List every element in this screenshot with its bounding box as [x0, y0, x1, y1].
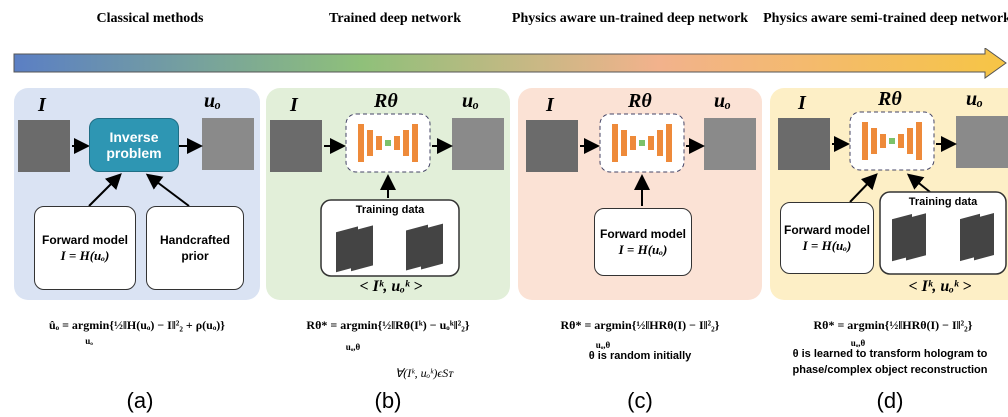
output-symbol: uₒ — [462, 90, 479, 113]
header: Physics aware semi-trained deep network — [762, 10, 1008, 27]
formula-subscript: uₒ — [0, 336, 214, 346]
network-symbol: Rθ — [374, 90, 398, 113]
network-symbol: Rθ — [878, 88, 902, 111]
training-label: Training data — [321, 204, 459, 216]
formula: ûₒ = argmin{½‖H(uₒ) − I‖²₂ + ρ(uₒ)} — [12, 318, 262, 333]
header: Trained deep network — [270, 10, 520, 27]
formula: Rθ* = argmin{½‖Rθ(Iᵏ) − uₒᵏ‖²₂} — [263, 318, 513, 333]
prior-box: Handcrafted prior — [146, 206, 244, 290]
panel-label: (a) — [100, 388, 180, 414]
equation: I = H(uₒ) — [619, 242, 668, 258]
header: Physics aware un-trained deep network — [505, 10, 755, 27]
equation: I = H(uₒ) — [61, 248, 110, 264]
formula-subscript: uₒ,θ — [228, 342, 478, 352]
panel-label: (d) — [850, 388, 930, 414]
panel-label: (c) — [600, 388, 680, 414]
panel-label: (b) — [348, 388, 428, 414]
training-pair: < Iᵏ, uₒᵏ > — [870, 278, 1008, 296]
inverse-box: Inverse problem — [89, 118, 179, 172]
box-title: Forward model — [42, 232, 128, 248]
input-symbol: I — [290, 94, 298, 117]
formula: Rθ* = argmin{½‖HRθ(I) − I‖²₂} — [768, 318, 1008, 333]
box-title: Forward model — [784, 222, 870, 238]
network-symbol: Rθ — [628, 90, 652, 113]
note: θ is learned to transform hologram to ph… — [770, 346, 1008, 378]
header: Classical methods — [25, 10, 275, 27]
equation: I = H(uₒ) — [803, 238, 852, 254]
training-pair: < Iᵏ, uₒᵏ > — [306, 278, 476, 296]
output-symbol: uₒ — [204, 90, 221, 113]
output-symbol: uₒ — [966, 88, 983, 111]
figure: Classical methods Trained deep network P… — [0, 0, 1008, 417]
note: θ is random initially — [520, 348, 760, 364]
input-symbol: I — [546, 94, 554, 117]
condition: ∀(Iᵏ, uₒᵏ)ϵSᴛ — [395, 366, 453, 381]
formula: Rθ* = argmin{½‖HRθ(I) − I‖²₂} — [515, 318, 765, 333]
output-symbol: uₒ — [714, 90, 731, 113]
input-symbol: I — [798, 92, 806, 115]
training-label: Training data — [880, 196, 1006, 208]
panel-graphics — [266, 88, 510, 300]
input-symbol: I — [38, 94, 46, 117]
progress-arrow — [0, 48, 1008, 80]
panel-b: I Rθ uₒ Training data < Iᵏ, uₒᵏ > — [266, 88, 510, 300]
box-title: Forward model — [600, 226, 686, 242]
